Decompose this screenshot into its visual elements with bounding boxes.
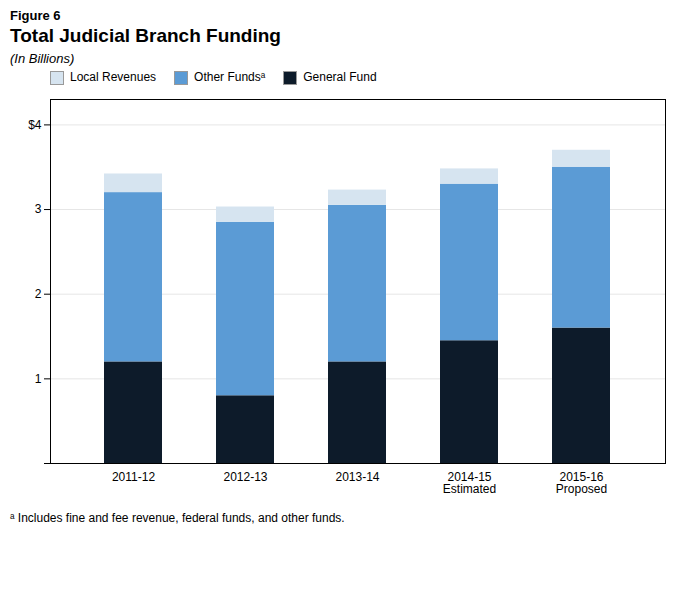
svg-text:2012-13: 2012-13	[223, 470, 267, 484]
svg-text:$4: $4	[28, 118, 42, 132]
svg-text:3: 3	[35, 202, 42, 216]
html-text:(In Billions): (In Billions)	[10, 51, 75, 66]
svg-text:2: 2	[35, 287, 42, 301]
svg-text:2014-15Estimated: 2014-15Estimated	[443, 470, 496, 496]
html-text:ᵃ Includes fine and fee revenu: ᵃ Includes fine and fee revenue, federal…	[10, 510, 345, 525]
html-text:Figure 6: Figure 6	[10, 8, 61, 23]
svg-text:2015-16Proposed: 2015-16Proposed	[556, 470, 607, 496]
html-text:General Fund: General Fund	[303, 70, 377, 84]
html-text:Local Revenues: Local Revenues	[70, 70, 157, 84]
svg-text:2013-14: 2013-14	[335, 470, 379, 484]
html-text:Total Judicial Branch Funding: Total Judicial Branch Funding	[10, 25, 281, 46]
svg-text:1: 1	[35, 372, 42, 386]
svg-text:2011-12: 2011-12	[112, 470, 155, 484]
html-text:Other Fundsᵃ: Other Fundsᵃ	[194, 70, 266, 84]
